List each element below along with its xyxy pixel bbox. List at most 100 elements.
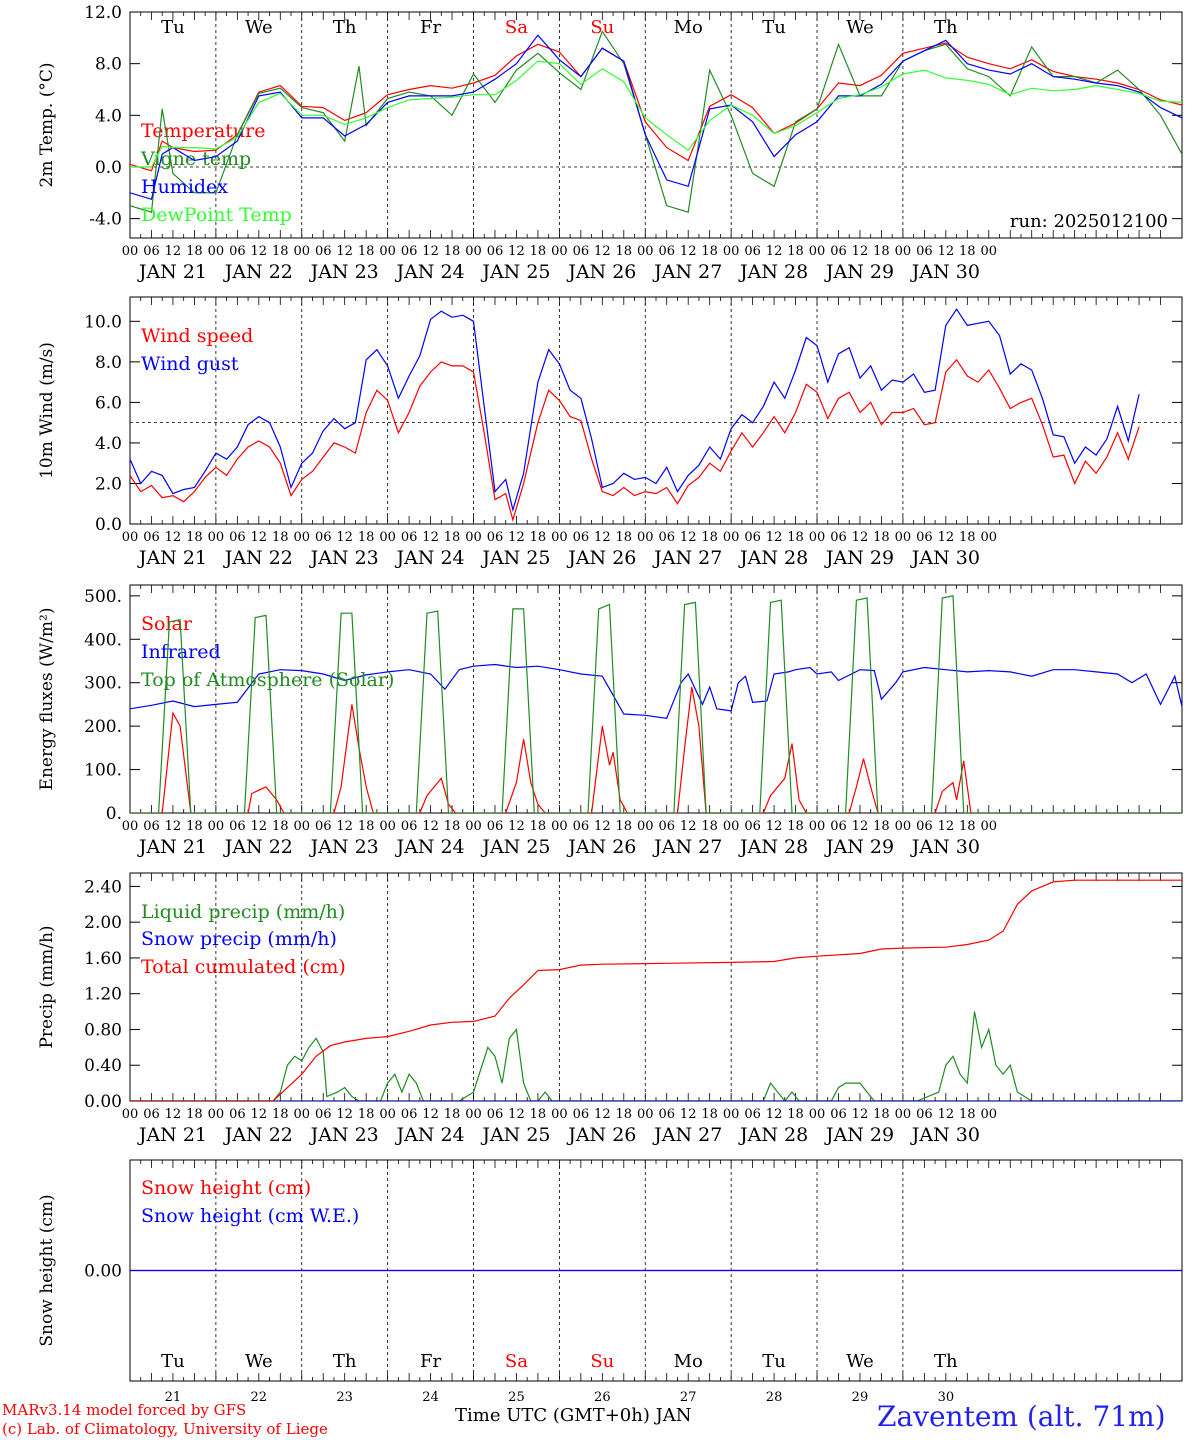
hour-tick-label: 12 xyxy=(852,1107,869,1122)
date-label: JAN 26 xyxy=(566,836,636,858)
hour-tick-label: 00 xyxy=(122,819,139,834)
weekday-label: Th xyxy=(333,17,357,38)
hour-tick-label: 12 xyxy=(594,530,611,545)
hour-tick-label: 06 xyxy=(315,530,332,545)
weekday-label: Th xyxy=(934,1351,958,1372)
hour-tick-label: 18 xyxy=(358,530,375,545)
date-label: JAN 22 xyxy=(223,547,293,569)
hour-tick-label: 06 xyxy=(830,244,847,259)
y-tick-label: 300. xyxy=(84,674,122,694)
series-line-total-cumulated-cm- xyxy=(130,879,1182,1101)
hour-tick-label: 12 xyxy=(165,530,182,545)
hour-tick-label: 06 xyxy=(143,244,160,259)
hour-tick-label: 06 xyxy=(744,530,761,545)
date-label: JAN 25 xyxy=(480,1124,550,1146)
hour-tick-label: 00 xyxy=(809,244,826,259)
date-label: JAN 23 xyxy=(309,547,379,569)
hour-tick-label: 18 xyxy=(787,819,804,834)
hour-tick-label: 00 xyxy=(122,244,139,259)
hour-tick-label: 18 xyxy=(787,244,804,259)
hour-tick-label: 06 xyxy=(401,1107,418,1122)
hour-tick-label: 00 xyxy=(981,244,998,259)
hour-tick-label: 18 xyxy=(186,530,203,545)
hour-tick-label: 12 xyxy=(336,244,353,259)
y-tick-label: 1.60 xyxy=(84,949,122,969)
hour-tick-label: 00 xyxy=(122,1107,139,1122)
hour-tick-label: 12 xyxy=(251,1107,268,1122)
y-tick-label: 2.0 xyxy=(95,474,122,494)
hour-tick-label: 06 xyxy=(916,244,933,259)
hour-tick-label: 00 xyxy=(208,1107,225,1122)
date-label: JAN 26 xyxy=(566,547,636,569)
hour-tick-label: 12 xyxy=(766,1107,783,1122)
day-number-label: 30 xyxy=(938,1390,955,1405)
hour-tick-label: 06 xyxy=(744,244,761,259)
hour-tick-label: 18 xyxy=(959,530,976,545)
hour-tick-label: 12 xyxy=(680,1107,697,1122)
date-label: JAN 21 xyxy=(137,1124,207,1146)
y-tick-label: 10.0 xyxy=(84,312,122,332)
hour-tick-label: 18 xyxy=(616,244,633,259)
hour-tick-label: 12 xyxy=(680,244,697,259)
hour-tick-label: 12 xyxy=(422,819,439,834)
day-number-label: 26 xyxy=(594,1390,611,1405)
legend-entry: Temperature xyxy=(141,120,265,142)
panel-5: 0.00 Snow height (cm) Snow height (cm) Snow… xyxy=(37,1159,1183,1405)
date-label: JAN 25 xyxy=(480,836,550,858)
y-tick-label: 0.00 xyxy=(84,1262,122,1282)
date-label: JAN 23 xyxy=(309,836,379,858)
y-tick-label: 8.0 xyxy=(95,55,122,75)
hour-tick-label: 12 xyxy=(938,244,955,259)
hour-tick-label: 06 xyxy=(487,1107,504,1122)
hour-tick-label: 18 xyxy=(444,1107,461,1122)
hour-tick-label: 00 xyxy=(379,530,396,545)
hour-tick-label: 12 xyxy=(594,819,611,834)
date-label: JAN 24 xyxy=(394,836,464,858)
hour-tick-label: 12 xyxy=(422,244,439,259)
weekday-label: Su xyxy=(590,1351,614,1372)
hour-tick-label: 00 xyxy=(637,819,654,834)
panel-1: 12.0 8.0 4.0 0.0 -4.0 2m Temp. (°C) Temperatur… xyxy=(37,3,1183,283)
hour-tick-label: 06 xyxy=(916,1107,933,1122)
hour-tick-label: 12 xyxy=(852,530,869,545)
hour-tick-label: 06 xyxy=(658,1107,675,1122)
hour-tick-label: 06 xyxy=(315,1107,332,1122)
y-axis-title: Precip (mm/h) xyxy=(37,925,57,1048)
weekday-label: Sa xyxy=(505,17,528,38)
hour-tick-label: 00 xyxy=(723,244,740,259)
hour-tick-label: 18 xyxy=(701,819,718,834)
day-number-label: 28 xyxy=(766,1390,783,1405)
hour-tick-label: 06 xyxy=(830,530,847,545)
date-label: JAN 30 xyxy=(910,547,980,569)
hour-tick-label: 06 xyxy=(315,819,332,834)
hour-tick-label: 12 xyxy=(251,819,268,834)
hour-tick-label: 00 xyxy=(981,819,998,834)
date-label: JAN 21 xyxy=(137,547,207,569)
hour-tick-label: 12 xyxy=(852,244,869,259)
hour-tick-label: 12 xyxy=(938,1107,955,1122)
panel-4: 2.40 2.00 1.60 1.20 0.80 0.40 0.00 Precip (mm/h… xyxy=(37,872,1183,1146)
hour-tick-label: 06 xyxy=(573,244,590,259)
date-label: JAN 27 xyxy=(652,836,722,858)
hour-tick-label: 00 xyxy=(637,530,654,545)
weekday-label: Tu xyxy=(762,1351,786,1372)
hour-tick-label: 18 xyxy=(873,819,890,834)
legend-entry: Wind speed xyxy=(141,325,253,347)
hour-tick-label: 00 xyxy=(293,244,310,259)
y-tick-label: 6.0 xyxy=(95,393,122,413)
date-label: JAN 23 xyxy=(309,1124,379,1146)
hour-tick-label: 00 xyxy=(122,530,139,545)
date-label: JAN 21 xyxy=(137,261,207,283)
hour-tick-label: 06 xyxy=(487,819,504,834)
y-tick-label: 4.0 xyxy=(95,106,122,126)
hour-tick-label: 18 xyxy=(959,819,976,834)
y-axis-title: Snow height (cm) xyxy=(37,1194,57,1346)
weekday-label: Fr xyxy=(420,17,441,38)
hour-tick-label: 06 xyxy=(658,244,675,259)
hour-tick-label: 00 xyxy=(465,819,482,834)
hour-tick-label: 12 xyxy=(508,1107,525,1122)
y-tick-label: 2.00 xyxy=(84,913,122,933)
weekday-label: Tu xyxy=(161,1351,185,1372)
hour-tick-label: 06 xyxy=(401,530,418,545)
